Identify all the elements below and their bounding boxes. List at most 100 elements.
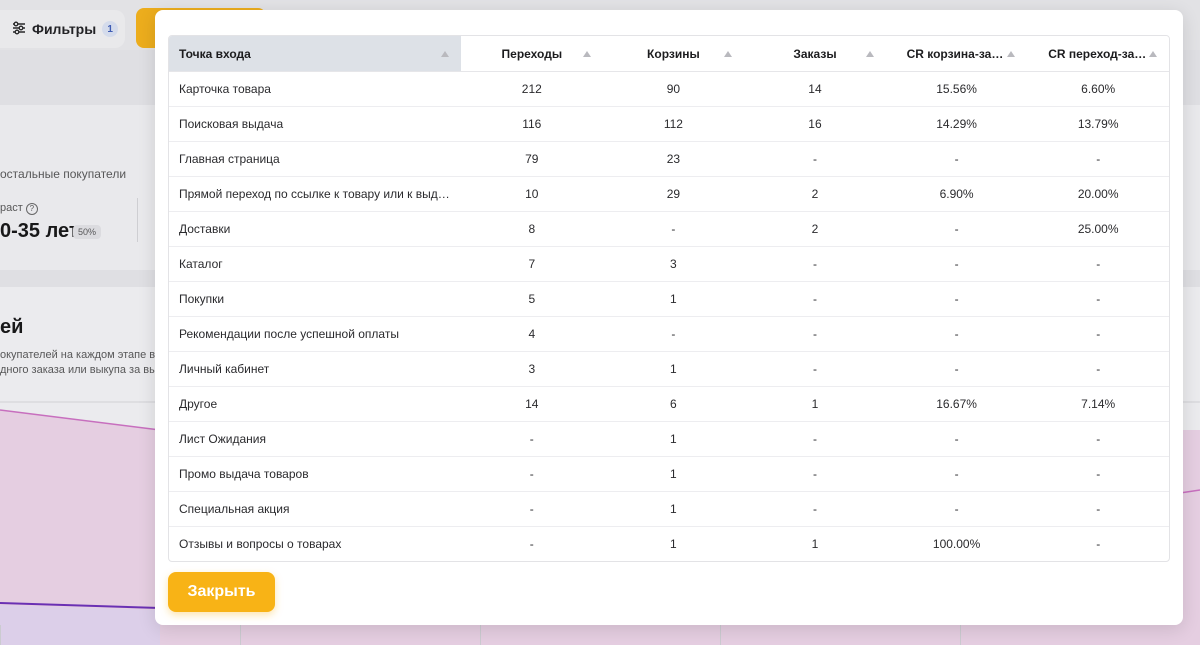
- cell-visits: 14: [461, 386, 603, 422]
- cell-entry-point: Лист Ожидания: [169, 421, 461, 457]
- cell-entry-point: Покупки: [169, 281, 461, 317]
- cell-cr-visit-order: -: [1027, 491, 1169, 527]
- cell-entry-point: Доставки: [169, 211, 461, 247]
- column-header-carts[interactable]: Корзины: [602, 36, 745, 72]
- cell-visits: 5: [461, 281, 603, 317]
- cell-visits: 10: [461, 176, 603, 212]
- cell-orders: -: [744, 456, 886, 492]
- table-row: Поисковая выдача 116 112 16 14.29% 13.79%: [169, 106, 1169, 142]
- sort-icon[interactable]: [1007, 50, 1016, 57]
- cell-entry-point: Специальная акция: [169, 491, 461, 527]
- cell-orders: -: [744, 351, 886, 387]
- cell-visits: 116: [461, 106, 603, 142]
- close-button[interactable]: Закрыть: [168, 572, 275, 612]
- cell-carts: 1: [602, 421, 745, 457]
- cell-cr-visit-order: 7.14%: [1027, 386, 1169, 422]
- cell-cr-cart-order: 6.90%: [885, 176, 1028, 212]
- cell-cr-visit-order: -: [1096, 537, 1101, 551]
- cell-cr-cart-order: -: [885, 491, 1028, 527]
- table-row: Карточка товара 212 90 14 15.56% 6.60%: [169, 71, 1169, 107]
- cell-cr-cart-order: -: [885, 456, 1028, 492]
- age-percent-badge: 50%: [73, 225, 102, 239]
- column-header-orders[interactable]: Заказы: [744, 36, 886, 72]
- column-header-visits[interactable]: Переходы: [461, 36, 603, 72]
- cell-visits: -: [529, 537, 534, 551]
- other-buyers-label: остальные покупатели: [0, 167, 127, 181]
- age-label: раст ?: [0, 202, 38, 215]
- cell-cr-visit-order: 25.00%: [1027, 211, 1169, 247]
- cell-visits: -: [461, 491, 603, 527]
- cell-orders: -: [744, 281, 886, 317]
- table-row: Покупки 5 1- - -: [169, 281, 1169, 317]
- table-header-row: Точка входа Переходы Корзины Заказы: [169, 36, 1169, 72]
- cell-orders: 1: [811, 537, 819, 551]
- cell-cr-visit-order: -: [1027, 351, 1169, 387]
- sort-icon[interactable]: [441, 50, 449, 57]
- sort-icon[interactable]: [582, 50, 591, 57]
- cell-cr-visit-order: -: [1027, 421, 1169, 457]
- cell-cr-cart-order: 16.67%: [885, 386, 1028, 422]
- cell-orders: 2: [744, 211, 886, 247]
- table-row: Главная страница 79 23- - -: [169, 141, 1169, 177]
- cell-carts: -: [602, 211, 745, 247]
- cell-entry-point: Каталог: [169, 246, 461, 282]
- filters-button[interactable]: Фильтры 1: [0, 10, 125, 48]
- cell-entry-point: Главная страница: [169, 141, 461, 177]
- age-value: 0-35 лет: [0, 220, 79, 242]
- cell-orders: -: [744, 141, 886, 177]
- cell-visits: 8: [461, 211, 603, 247]
- entry-points-modal: Точка входа Переходы Корзины Заказы: [155, 10, 1183, 625]
- cell-carts: 1: [602, 351, 745, 387]
- sort-icon[interactable]: [865, 50, 874, 57]
- entry-points-table: Точка входа Переходы Корзины Заказы: [168, 35, 1170, 562]
- cell-cr-visit-order: -: [1027, 316, 1169, 352]
- cell-entry-point: Карточка товара: [169, 71, 461, 107]
- cell-entry-point: Поисковая выдача: [169, 106, 461, 142]
- table-row: Другое 14 6 1 16.67% 7.14%: [169, 386, 1169, 422]
- cell-cr-cart-order: 15.56%: [885, 71, 1028, 107]
- cell-orders: -: [744, 316, 886, 352]
- cell-visits: 7: [461, 246, 603, 282]
- cell-entry-point: Отзывы и вопросы о товарах: [179, 537, 342, 551]
- cell-carts: 1: [602, 491, 745, 527]
- funnel-description-line2: дного заказа или выкупа за вы: [0, 364, 158, 376]
- column-header-entry-point[interactable]: Точка входа: [169, 36, 461, 72]
- column-header-cr-cart-order[interactable]: CR корзина-заказ: [885, 36, 1028, 72]
- cell-cr-visit-order: 6.60%: [1027, 71, 1169, 107]
- cell-carts: 3: [602, 246, 745, 282]
- cell-carts: 1: [602, 456, 745, 492]
- cell-cr-cart-order: 100.00%: [932, 537, 981, 551]
- cell-visits: 4: [461, 316, 603, 352]
- cell-carts: 6: [602, 386, 745, 422]
- chart-axis-cells: [0, 625, 1200, 645]
- cell-cr-cart-order: -: [885, 351, 1028, 387]
- cell-cr-cart-order: -: [885, 281, 1028, 317]
- funnel-heading: ей: [0, 316, 24, 338]
- table-row: Отзывы и вопросы о товарах - 1 1 100.00% -: [169, 527, 1169, 562]
- cell-visits: -: [461, 456, 603, 492]
- cell-carts: 1: [670, 537, 677, 551]
- table-body: Карточка товара 212 90 14 15.56% 6.60% Поисков…: [169, 71, 1169, 562]
- cell-carts: 23: [602, 141, 745, 177]
- cell-orders: -: [744, 246, 886, 282]
- table-row: Лист Ожидания -1- - -: [169, 421, 1169, 457]
- table-row: Личный кабинет 3 1- - -: [169, 351, 1169, 387]
- cell-visits: 212: [461, 71, 603, 107]
- cell-visits: 3: [461, 351, 603, 387]
- table-row: Доставки 8-2-25.00%: [169, 211, 1169, 247]
- cell-cr-visit-order: 13.79%: [1027, 106, 1169, 142]
- cell-entry-point: Личный кабинет: [169, 351, 461, 387]
- cell-orders: -: [744, 421, 886, 457]
- sliders-icon: [12, 21, 26, 38]
- cell-entry-point: Прямой переход по ссылке к товару или к …: [169, 176, 461, 212]
- table-row: Каталог 7 3- - -: [169, 246, 1169, 282]
- filters-count-badge: 1: [102, 21, 119, 37]
- sort-icon[interactable]: [1149, 50, 1157, 57]
- cell-entry-point: Другое: [169, 386, 461, 422]
- column-header-cr-visit-order[interactable]: CR переход-заказ: [1027, 36, 1169, 72]
- cell-cr-visit-order: -: [1027, 456, 1169, 492]
- cell-carts: 1: [602, 281, 745, 317]
- cell-cr-visit-order: -: [1027, 246, 1169, 282]
- sort-icon[interactable]: [724, 50, 733, 57]
- filters-label: Фильтры: [32, 21, 97, 37]
